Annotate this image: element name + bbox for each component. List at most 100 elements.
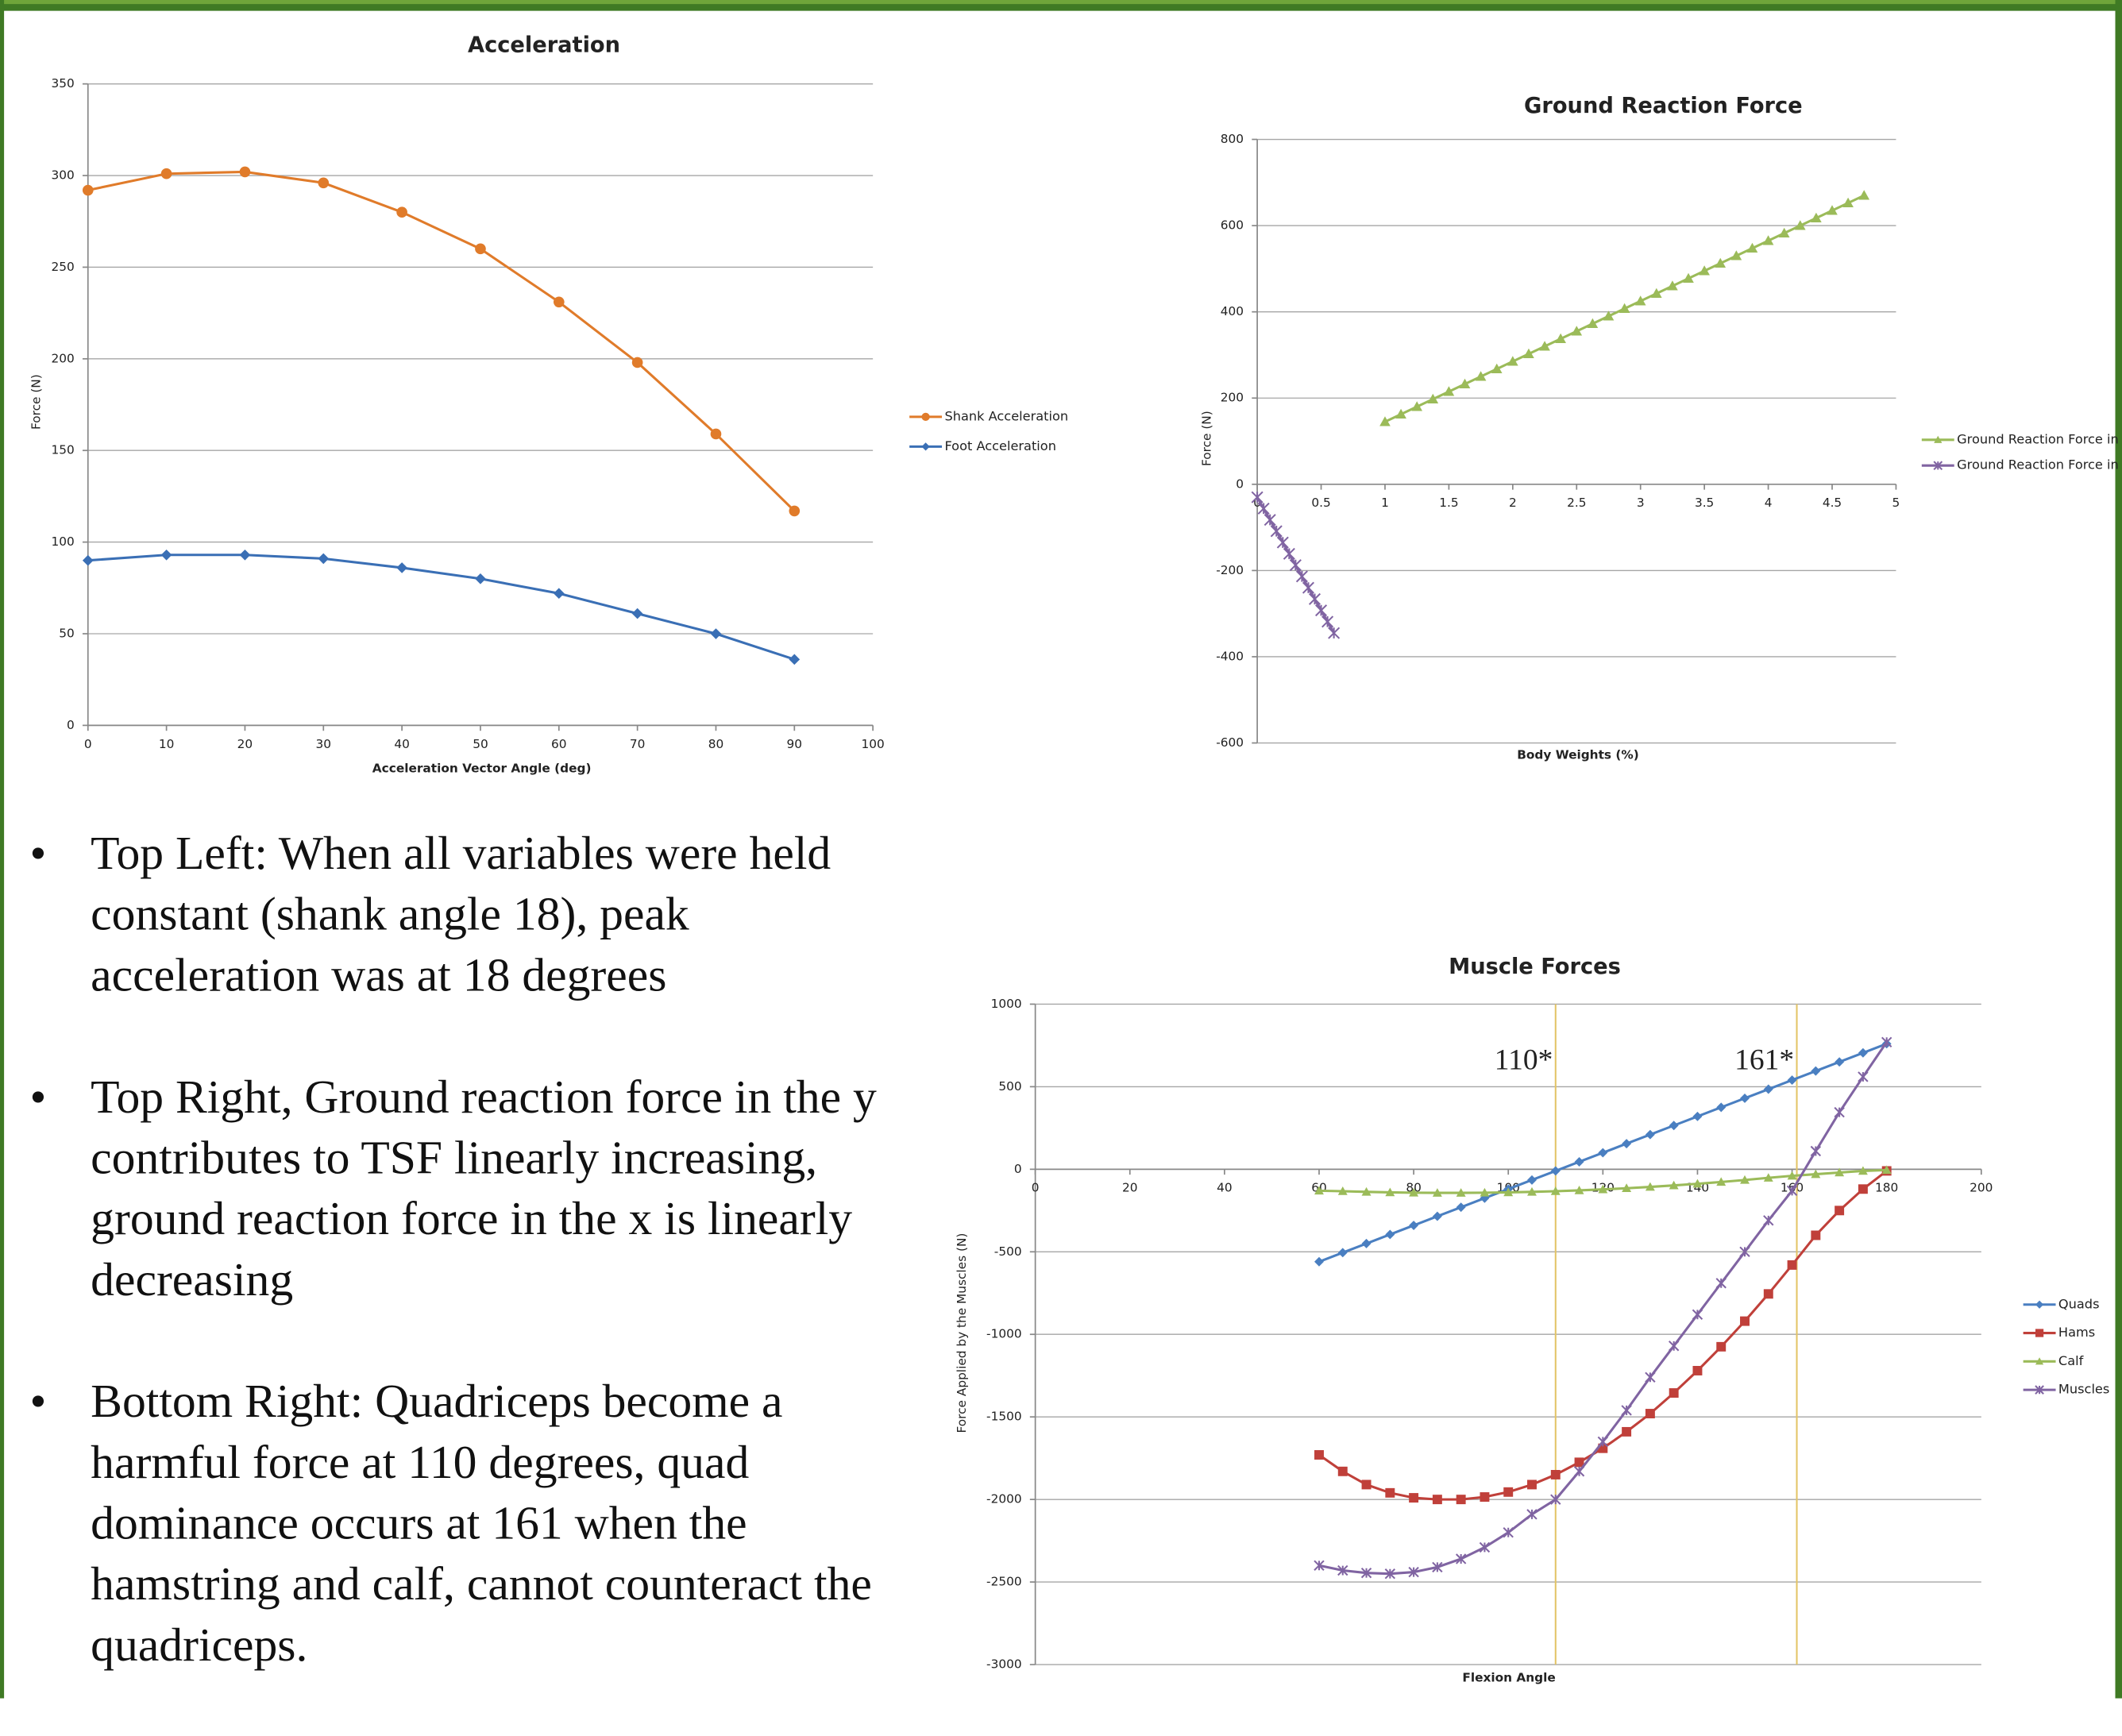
point [1740,1317,1750,1326]
y-tick-label: -200 [1216,563,1244,577]
point [1764,1085,1773,1094]
point [318,554,329,565]
point [1575,1157,1584,1167]
legend-marker [2035,1301,2043,1309]
x-tick-label: 30 [316,737,332,751]
point [475,244,486,255]
point [711,628,722,639]
y-tick-label: 50 [59,627,75,641]
bullet-list: Top Left: When all variables were held c… [29,823,896,1736]
point [1297,571,1308,582]
point [1314,1450,1324,1460]
x-tick-label: 1 [1381,496,1389,510]
bullet: Bottom Right: Quadriceps become a harmfu… [29,1371,896,1675]
point [1362,1239,1372,1248]
point [1835,1108,1844,1117]
point [161,550,172,561]
point [1646,1409,1655,1418]
legend-marker [2035,1329,2043,1337]
x-tick-label: 20 [237,737,253,751]
point [1646,1372,1655,1382]
x-tick-label: 0.5 [1311,496,1330,510]
point [1456,1202,1466,1212]
y-tick-label: 150 [51,443,74,457]
chart-title: Acceleration [468,33,620,57]
x-tick-label: 2 [1509,496,1517,510]
y-tick-label: 800 [1221,132,1244,146]
legend-label: Hams [2058,1325,2095,1340]
point [1551,1166,1561,1175]
point [475,573,486,584]
point [1291,560,1302,571]
point [1669,1388,1679,1398]
legend-label: Calf [2058,1353,2084,1368]
point [1622,1139,1631,1148]
point [1409,1221,1418,1230]
x-tick-label: 3.5 [1695,496,1714,510]
x-tick-label: 20 [1122,1181,1138,1195]
point [789,654,800,665]
x-tick-label: 50 [473,737,488,751]
x-tick-label: 90 [787,737,803,751]
point [1277,537,1288,548]
x-tick-label: 40 [1217,1181,1233,1195]
point [83,555,94,566]
point [632,357,643,368]
point [1551,1470,1561,1479]
point [1322,616,1333,627]
legend-label: Quads [2058,1296,2100,1311]
point [1788,1075,1797,1085]
point [1835,1057,1844,1067]
point [1622,1427,1631,1437]
y-tick-label: -3000 [986,1657,1022,1672]
point [1716,1279,1726,1288]
y-tick-label: 100 [51,534,74,549]
point [1271,526,1282,537]
legend-label: Muscles [2058,1382,2109,1397]
y-tick-label: -1500 [986,1410,1022,1424]
point [1788,1260,1797,1270]
y-tick-label: -2000 [986,1492,1022,1506]
point [1835,1206,1844,1215]
point [396,562,407,573]
left-border [0,0,4,1699]
point [1527,1175,1537,1185]
y-tick-label: 200 [51,351,74,365]
point [1858,1072,1868,1082]
annotation-label: 161* [1734,1044,1794,1076]
point [1575,1467,1584,1476]
point [1646,1130,1655,1140]
y-tick-label: 0 [67,718,75,732]
point [1740,1094,1750,1103]
point [1858,190,1869,199]
y-tick-label: -500 [994,1244,1022,1259]
x-tick-label: 180 [1875,1181,1898,1195]
y-tick-label: 500 [998,1079,1021,1094]
bullet: Top Right, Ground reaction force in the … [29,1067,896,1310]
y-tick-label: -2500 [986,1575,1022,1589]
point [1858,1048,1868,1058]
point [554,588,565,599]
annotation-label: 110* [1495,1044,1553,1076]
point [1716,1102,1726,1112]
page: {"chart_data":[ {"type":"line","title":"… [0,0,2122,1699]
point [1480,1492,1489,1502]
point [1314,1257,1324,1267]
point [1310,594,1321,605]
x-tick-label: 60 [551,737,567,751]
point [1480,1542,1489,1552]
point [1284,549,1295,560]
x-tick-label: 2.5 [1567,496,1586,510]
point [1316,605,1327,616]
point [1527,1479,1537,1489]
x-tick-label: 200 [1970,1181,1993,1195]
y-tick-label: 350 [51,76,74,91]
y-tick-label: -1000 [986,1327,1022,1341]
point [1598,1437,1607,1446]
point [1764,1216,1773,1225]
x-tick-label: 1.5 [1439,496,1458,510]
y-tick-label: 250 [51,260,74,274]
y-axis-label: Force (N) [29,374,44,430]
point [1692,1366,1702,1375]
x-tick-label: 70 [630,737,646,751]
